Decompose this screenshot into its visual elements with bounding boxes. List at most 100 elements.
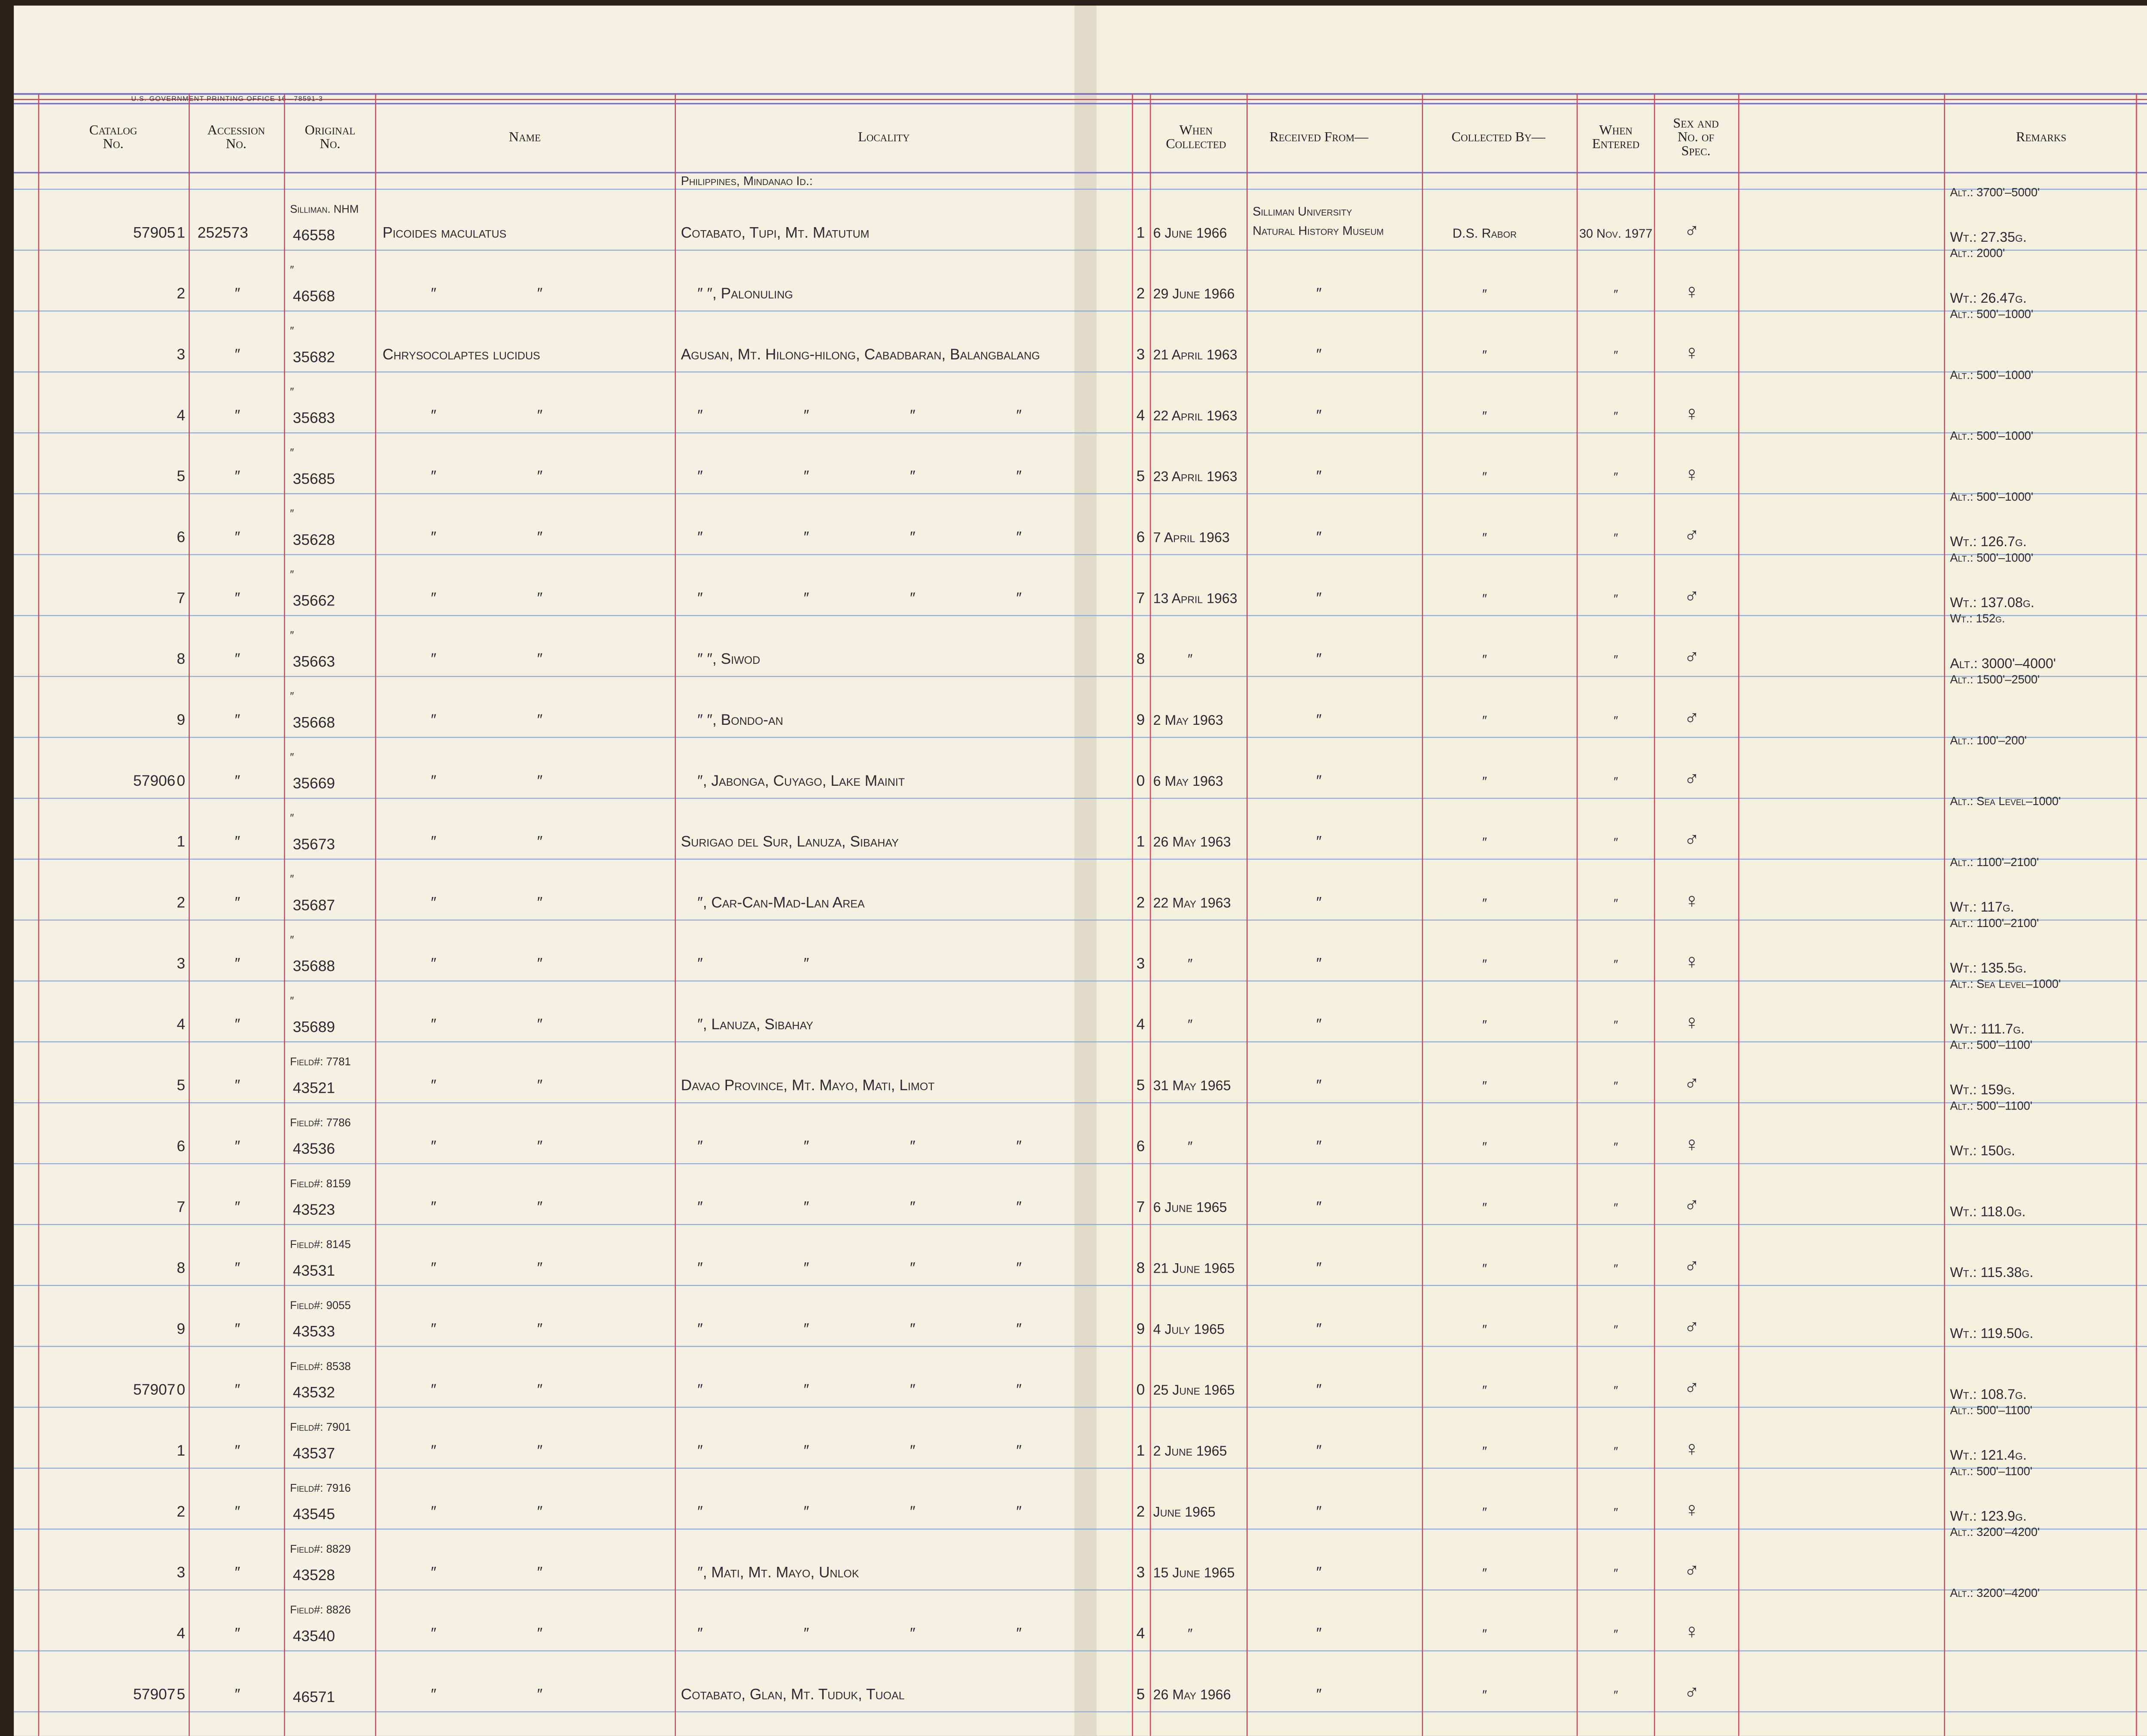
- date-entered: ″: [1614, 471, 1618, 484]
- remark: Wt.: 27.35g.: [1950, 229, 2027, 245]
- sex-symbol: ♂: [1684, 1559, 1700, 1582]
- sex-symbol: ♀: [1684, 1498, 1700, 1521]
- received-from: ″: [1316, 407, 1322, 424]
- catalog-digit: 1: [177, 1442, 186, 1459]
- locality: ″ ″ ″ ″: [697, 590, 1022, 606]
- column-header: Collected By—: [1451, 129, 1545, 144]
- collected-digit: 1: [1137, 224, 1145, 241]
- received-from: ″: [1316, 1503, 1322, 1520]
- date-collected: 7 April 1963: [1153, 529, 1230, 545]
- locality: ″ ″ ″ ″: [697, 1503, 1022, 1520]
- locality: ″ ″ ″ ″: [697, 468, 1022, 485]
- sex-symbol: ♂: [1684, 1681, 1700, 1704]
- collected-by: D.S. Rabor: [1453, 226, 1517, 240]
- species-name: ″ ″: [431, 1259, 542, 1276]
- locality: ″ ″ ″ ″: [697, 1442, 1022, 1459]
- locality: ″ ″, Bondo-an: [697, 711, 783, 728]
- sex-symbol: ♂: [1684, 1194, 1700, 1217]
- date-collected: 26 May 1966: [1153, 1687, 1231, 1702]
- locality-heading: Philippines, Mindanao Id.:: [681, 174, 813, 188]
- sex-symbol: ♂: [1684, 828, 1700, 851]
- species-name: ″ ″: [431, 651, 542, 667]
- original-note: ″: [290, 447, 294, 459]
- remark: Alt.: 500'–1000': [1950, 307, 2033, 320]
- received-from: ″: [1316, 346, 1322, 363]
- catalog-digit: 7: [177, 590, 186, 606]
- original-number: 43528: [293, 1567, 335, 1584]
- collected-by: ″: [1482, 1018, 1487, 1032]
- original-note: Field#: 8538: [290, 1360, 351, 1372]
- date-entered: ″: [1614, 958, 1618, 971]
- locality: ″, Jabonga, Cuyago, Lake Mainit: [697, 772, 905, 789]
- original-number: 46558: [293, 227, 335, 244]
- collected-by: ″: [1482, 774, 1487, 789]
- sex-symbol: ♂: [1684, 1315, 1700, 1338]
- remark: Alt.: 500'–1100': [1950, 1404, 2032, 1417]
- received-from: ″: [1316, 894, 1322, 911]
- remark: Alt.: 1100'–2100': [1950, 855, 2039, 869]
- catalog-digit: 4: [177, 1625, 186, 1642]
- date-collected: 26 May 1963: [1153, 834, 1231, 850]
- locality: Cotabato, Tupi, Mt. Matutum: [681, 224, 870, 241]
- collected-digit: 4: [1137, 1016, 1145, 1033]
- accession-number: ″: [235, 1199, 240, 1216]
- column-header: No.: [226, 136, 246, 151]
- date-collected: 13 April 1963: [1153, 590, 1238, 606]
- species-name: ″ ″: [431, 711, 542, 728]
- accession-number: ″: [235, 1320, 240, 1337]
- original-note: Field#: 7781: [290, 1056, 351, 1068]
- collected-by: ″: [1482, 1566, 1487, 1581]
- catalog-digit: 7: [177, 1199, 186, 1216]
- date-entered: ″: [1614, 897, 1618, 910]
- date-entered: ″: [1614, 1018, 1618, 1032]
- collected-digit: 3: [1137, 1564, 1145, 1581]
- accession-number: ″: [235, 651, 240, 667]
- accession-number: ″: [235, 955, 240, 972]
- date-collected: ″: [1188, 1626, 1192, 1641]
- date-entered: ″: [1614, 592, 1618, 606]
- original-note: ″: [290, 812, 294, 824]
- date-entered: 30 Nov. 1977: [1579, 227, 1652, 240]
- received-from: ″: [1316, 1199, 1322, 1216]
- original-note: Field#: 7901: [290, 1421, 351, 1433]
- collected-by: ″: [1482, 287, 1487, 301]
- collected-digit: 8: [1137, 1259, 1145, 1276]
- date-entered: ″: [1614, 1567, 1618, 1581]
- collected-by: ″: [1482, 957, 1487, 971]
- collected-by: ″: [1482, 409, 1487, 423]
- remark: Alt.: 500'–1000': [1950, 490, 2033, 503]
- column-header: No. of: [1678, 129, 1714, 144]
- remark: Alt.: 1100'–2100': [1950, 916, 2039, 930]
- received-from: ″: [1316, 529, 1322, 545]
- collected-by: ″: [1482, 1444, 1487, 1459]
- catalog-digit: 6: [177, 529, 186, 545]
- original-note: ″: [290, 264, 294, 276]
- species-name: ″ ″: [431, 833, 542, 850]
- accession-number: ″: [235, 833, 240, 850]
- collected-by: ″: [1482, 896, 1487, 910]
- species-name: ″ ″: [431, 285, 542, 302]
- collected-by: ″: [1482, 652, 1487, 667]
- locality: ″ ″, Siwod: [697, 651, 760, 667]
- received-from: ″: [1316, 955, 1322, 972]
- species-name: ″ ″: [431, 407, 542, 424]
- locality: ″ ″ ″ ″: [697, 1259, 1022, 1276]
- original-note: ″: [290, 690, 294, 702]
- locality: ″ ″ ″ ″: [697, 1138, 1022, 1155]
- date-entered: ″: [1614, 714, 1618, 728]
- original-note: ″: [290, 629, 294, 641]
- locality: ″ ″ ″ ″: [697, 1381, 1022, 1398]
- date-collected: ″: [1188, 956, 1192, 971]
- collected-digit: 1: [1137, 1442, 1145, 1459]
- catalog-digit: 0: [177, 1381, 186, 1398]
- remark: Alt.: 3200'–4200': [1950, 1525, 2040, 1538]
- original-number: 43532: [293, 1384, 335, 1401]
- collected-by: ″: [1482, 713, 1487, 728]
- collected-digit: 0: [1137, 1381, 1145, 1398]
- column-header: No.: [103, 136, 124, 151]
- received-from: ″: [1316, 590, 1322, 606]
- species-name: ″ ″: [431, 1686, 542, 1703]
- original-number: 35669: [293, 775, 335, 792]
- collected-digit: 2: [1137, 894, 1145, 911]
